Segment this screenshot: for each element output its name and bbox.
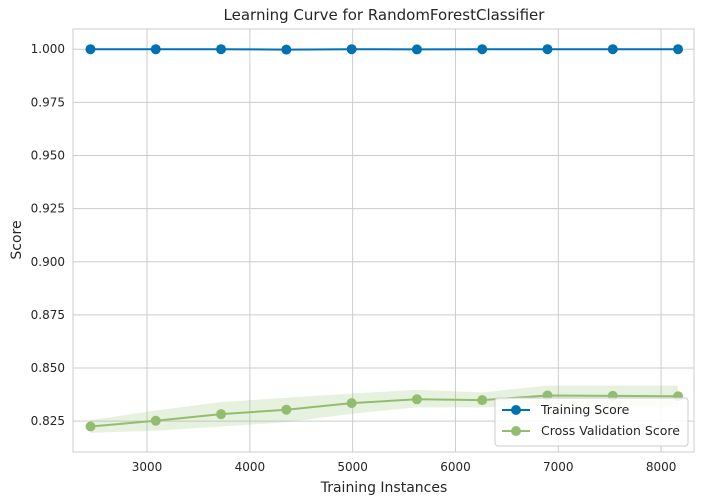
point-cross-validation-score [216,409,227,420]
point-training-score [411,44,422,55]
tick-layer: 3000 4000 5000 6000 7000 8000 0.825 0.850 0.875 0… [31,42,677,474]
point-training-score [673,44,684,55]
y-tick-label: 0.850 [31,361,65,375]
point-training-score [85,44,96,55]
x-tick-label: 4000 [235,460,266,474]
x-tick-label: 3000 [132,460,163,474]
plot-frame [72,28,695,453]
legend-box [494,397,689,447]
y-axis-label: Score [9,220,25,259]
point-cross-validation-score [85,421,96,432]
point-cross-validation-score [281,404,292,415]
point-cross-validation-score [346,398,357,409]
legend-marker-cross-validation-score [511,426,521,436]
y-tick-label: 0.975 [31,95,65,109]
point-training-score [281,44,292,55]
x-axis-label: Training Instances [320,480,448,496]
point-training-score [607,44,618,55]
legend: Training Score Cross Validation Score [494,397,689,447]
point-training-score [346,44,357,55]
series-line-cross-validation-score [90,394,679,428]
point-training-score [542,44,553,55]
y-tick-label: 0.875 [31,308,65,322]
y-tick-label: 0.825 [31,414,65,428]
point-cross-validation-score [150,415,161,426]
line-layer [85,44,684,432]
x-tick-label: 5000 [337,460,368,474]
point-cross-validation-score [411,394,422,405]
point-training-score [150,44,161,55]
y-tick-label: 0.900 [31,255,65,269]
x-tick-label: 8000 [646,460,677,474]
legend-label-training-score: Training Score [540,402,630,417]
point-cross-validation-score [477,395,488,406]
point-training-score [216,44,227,55]
y-tick-label: 0.925 [31,202,65,216]
point-training-score [477,44,488,55]
legend-label-cross-validation-score: Cross Validation Score [541,423,680,438]
y-tick-label: 0.950 [31,148,65,162]
chart-title: Learning Curve for RandomForestClassifie… [224,6,546,24]
band-layer [90,49,679,433]
legend-marker-training-score [511,405,521,415]
x-tick-label: 7000 [543,460,574,474]
x-tick-label: 6000 [440,460,471,474]
y-tick-label: 1.000 [31,42,65,56]
